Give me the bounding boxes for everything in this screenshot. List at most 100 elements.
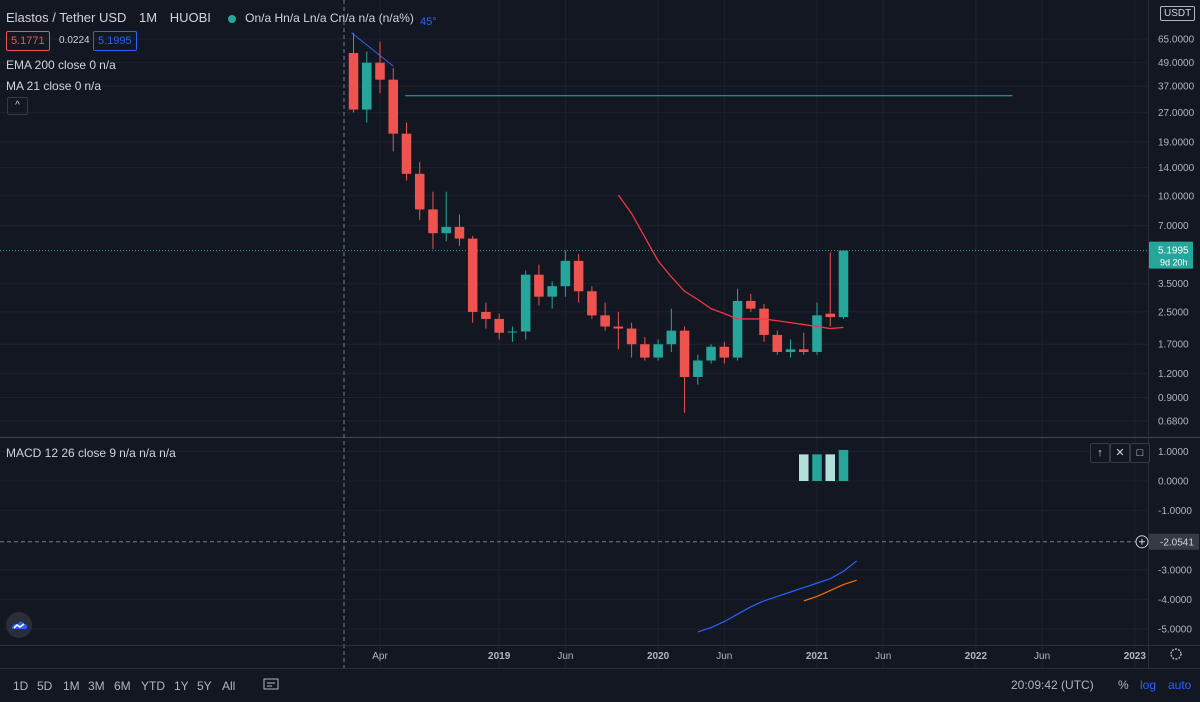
- ma21-line: [617, 194, 844, 330]
- price-tick-label: 7.0000: [1158, 221, 1189, 232]
- candles: [348, 32, 849, 413]
- candle-body: [653, 344, 663, 358]
- price-tick-label: 37.0000: [1158, 82, 1195, 93]
- spread-value: 0.0224: [59, 35, 90, 46]
- bid-price[interactable]: 5.1771: [6, 31, 50, 51]
- candle-body: [375, 62, 385, 80]
- range-all[interactable]: All: [222, 679, 236, 693]
- horizontal-line: [351, 32, 1013, 97]
- candle-body: [361, 62, 372, 110]
- current-price-badge: [1149, 241, 1193, 269]
- macd-tick-label: -4.0000: [1158, 595, 1192, 606]
- candle-body: [706, 346, 716, 361]
- candle-body: [454, 226, 465, 239]
- candle-body: [798, 349, 809, 352]
- auto-toggle[interactable]: auto: [1168, 678, 1192, 692]
- bottom-toolbar: 1D 5D 1M 3M 6M YTD 1Y 5Y All 20:09:42 (UTC) % lo…: [0, 668, 1200, 702]
- candle-body: [467, 238, 478, 312]
- time-tick-label: 2022: [965, 651, 988, 662]
- price-tick-label: 19.0000: [1158, 138, 1195, 149]
- range-3m[interactable]: 3M: [88, 679, 105, 693]
- histogram-bar: [825, 454, 836, 481]
- signal-line: [803, 579, 857, 602]
- macd-tick-label: 0.0000: [1158, 477, 1189, 488]
- candle-body: [746, 300, 756, 309]
- range-ytd[interactable]: YTD: [141, 679, 165, 693]
- macd-legend[interactable]: MACD 12 26 close 9 n/a n/a n/a: [6, 446, 176, 460]
- candle-body: [613, 326, 624, 329]
- candle-body: [481, 311, 491, 319]
- macd-tick-label: -1.0000: [1158, 506, 1192, 517]
- candle-body: [825, 313, 836, 318]
- range-1y[interactable]: 1Y: [174, 679, 189, 693]
- trend-line: [351, 32, 394, 67]
- candle-body: [838, 250, 849, 318]
- range-6m[interactable]: 6M: [114, 679, 131, 693]
- axes: 65.0000 49.0000 37.0000 27.0000 19.0000 14.00…: [0, 35, 1200, 662]
- range-1m[interactable]: 1M: [63, 679, 80, 693]
- clock-readout[interactable]: 20:09:42 (UTC): [1011, 678, 1094, 692]
- move-pane-up-button[interactable]: ↑: [1090, 443, 1110, 463]
- currency-badge[interactable]: USDT: [1160, 6, 1196, 21]
- price-tick-label: 1.2000: [1158, 369, 1189, 380]
- candle-body: [494, 318, 504, 333]
- price-tick-label: 14.0000: [1158, 163, 1195, 174]
- candle-body: [560, 260, 571, 287]
- range-5y[interactable]: 5Y: [197, 679, 212, 693]
- candle-body: [812, 315, 822, 352]
- candle-body: [600, 315, 610, 327]
- range-1d[interactable]: 1D: [13, 679, 29, 693]
- price-tick-label: 65.0000: [1158, 35, 1195, 46]
- time-tick-label: Apr: [372, 651, 388, 662]
- candle-body: [507, 331, 518, 333]
- log-toggle[interactable]: log: [1140, 678, 1157, 692]
- compare-range-icon[interactable]: [263, 677, 279, 694]
- tradingview-logo-icon[interactable]: [6, 612, 32, 638]
- macd-tick-label: -5.0000: [1158, 625, 1192, 636]
- collapse-legend-button[interactable]: ^: [7, 97, 28, 115]
- histogram-bar: [798, 454, 809, 481]
- candle-body: [520, 274, 531, 332]
- candle-body: [547, 286, 557, 297]
- ma-line: [617, 194, 844, 330]
- plus-icon: [1139, 538, 1145, 545]
- crosshair-badge: [1149, 533, 1199, 550]
- time-tick-label: 2021: [806, 651, 829, 662]
- macd-tick-label: 1.0000: [1158, 447, 1189, 458]
- candle-body: [640, 344, 650, 358]
- angle-label: 45°: [420, 16, 437, 28]
- time-tick-label: 2019: [488, 651, 511, 662]
- ma-legend[interactable]: MA 21 close 0 n/a: [6, 79, 102, 93]
- candle-body: [414, 173, 425, 210]
- ohlc-readout: On/a Hn/a Ln/a Cn/a n/a (n/a%): [245, 11, 414, 25]
- percent-toggle[interactable]: %: [1118, 678, 1129, 692]
- grid: [0, 0, 1200, 668]
- candle-body: [785, 349, 796, 352]
- market-status-icon: [227, 14, 236, 23]
- candle-body: [679, 330, 690, 377]
- crosshair-value-label: -2.0541: [1160, 537, 1194, 548]
- ema-legend[interactable]: EMA 200 close 0 n/a: [6, 58, 116, 72]
- time-tick-label: Jun: [557, 651, 573, 662]
- time-tick-label: 2023: [1124, 651, 1147, 662]
- ask-price[interactable]: 5.1995: [93, 31, 137, 51]
- candle-body: [626, 328, 637, 345]
- price-tick-label: 27.0000: [1158, 108, 1195, 119]
- candle-body: [441, 226, 451, 234]
- close-pane-button[interactable]: ✕: [1110, 443, 1130, 463]
- price-tick-label: 10.0000: [1158, 191, 1195, 202]
- candle-body: [534, 274, 544, 297]
- candle-body: [693, 360, 703, 377]
- histogram-bar: [812, 454, 822, 481]
- candle-body: [759, 308, 769, 335]
- macd-tick-label: -3.0000: [1158, 565, 1192, 576]
- histogram-bar: [838, 449, 849, 481]
- price-tick-label: 49.0000: [1158, 58, 1195, 69]
- maximize-pane-button[interactable]: □: [1130, 443, 1150, 463]
- candle-body: [587, 291, 597, 316]
- range-5d[interactable]: 5D: [37, 679, 53, 693]
- current-price-label: 5.1995: [1158, 246, 1189, 257]
- candle-body: [428, 209, 438, 234]
- settings-gear-icon: [1170, 648, 1182, 660]
